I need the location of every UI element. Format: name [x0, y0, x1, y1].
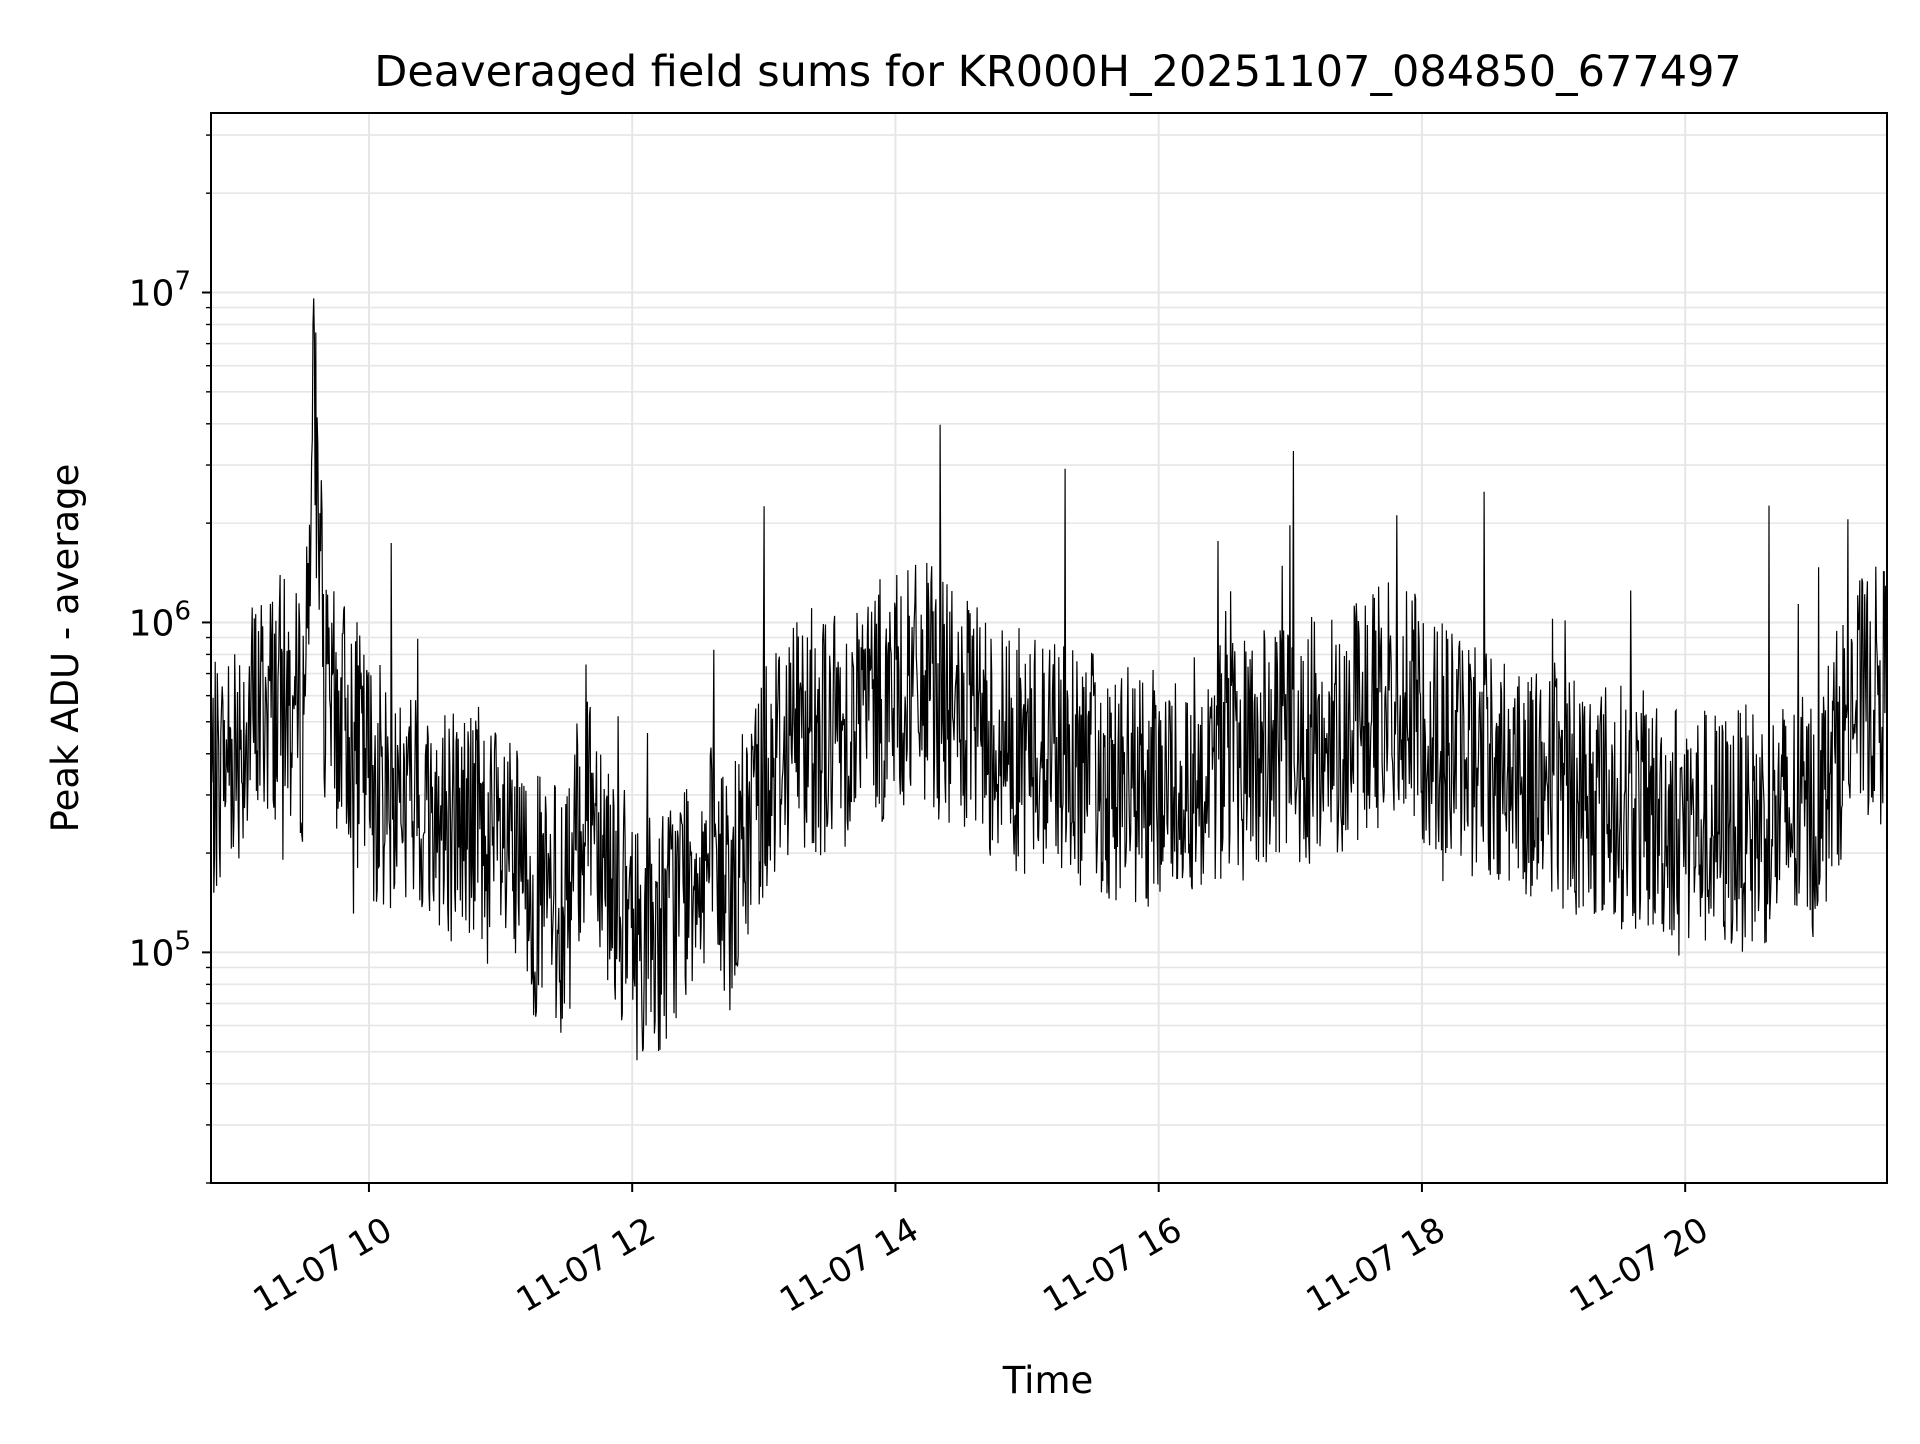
y-tick-base: 10	[129, 933, 175, 974]
y-tick-exponent: 5	[174, 926, 191, 956]
y-tick-label: 105	[129, 926, 191, 974]
y-tick-exponent: 6	[174, 596, 191, 626]
y-tick-exponent: 7	[174, 267, 191, 297]
data-layer	[210, 298, 1888, 1061]
chart-title: Deaveraged field sums for KR000H_2025110…	[374, 47, 1742, 97]
y-tick-label: 107	[129, 267, 191, 315]
y-tick-base: 10	[129, 274, 175, 315]
plot-frame	[210, 112, 1888, 1184]
x-axis-label: Time	[1002, 1359, 1094, 1402]
series-line	[210, 298, 1888, 1061]
y-tick-base: 10	[129, 603, 175, 644]
y-tick-label: 106	[129, 596, 191, 644]
y-axis-label: Peak ADU - average	[44, 464, 87, 833]
